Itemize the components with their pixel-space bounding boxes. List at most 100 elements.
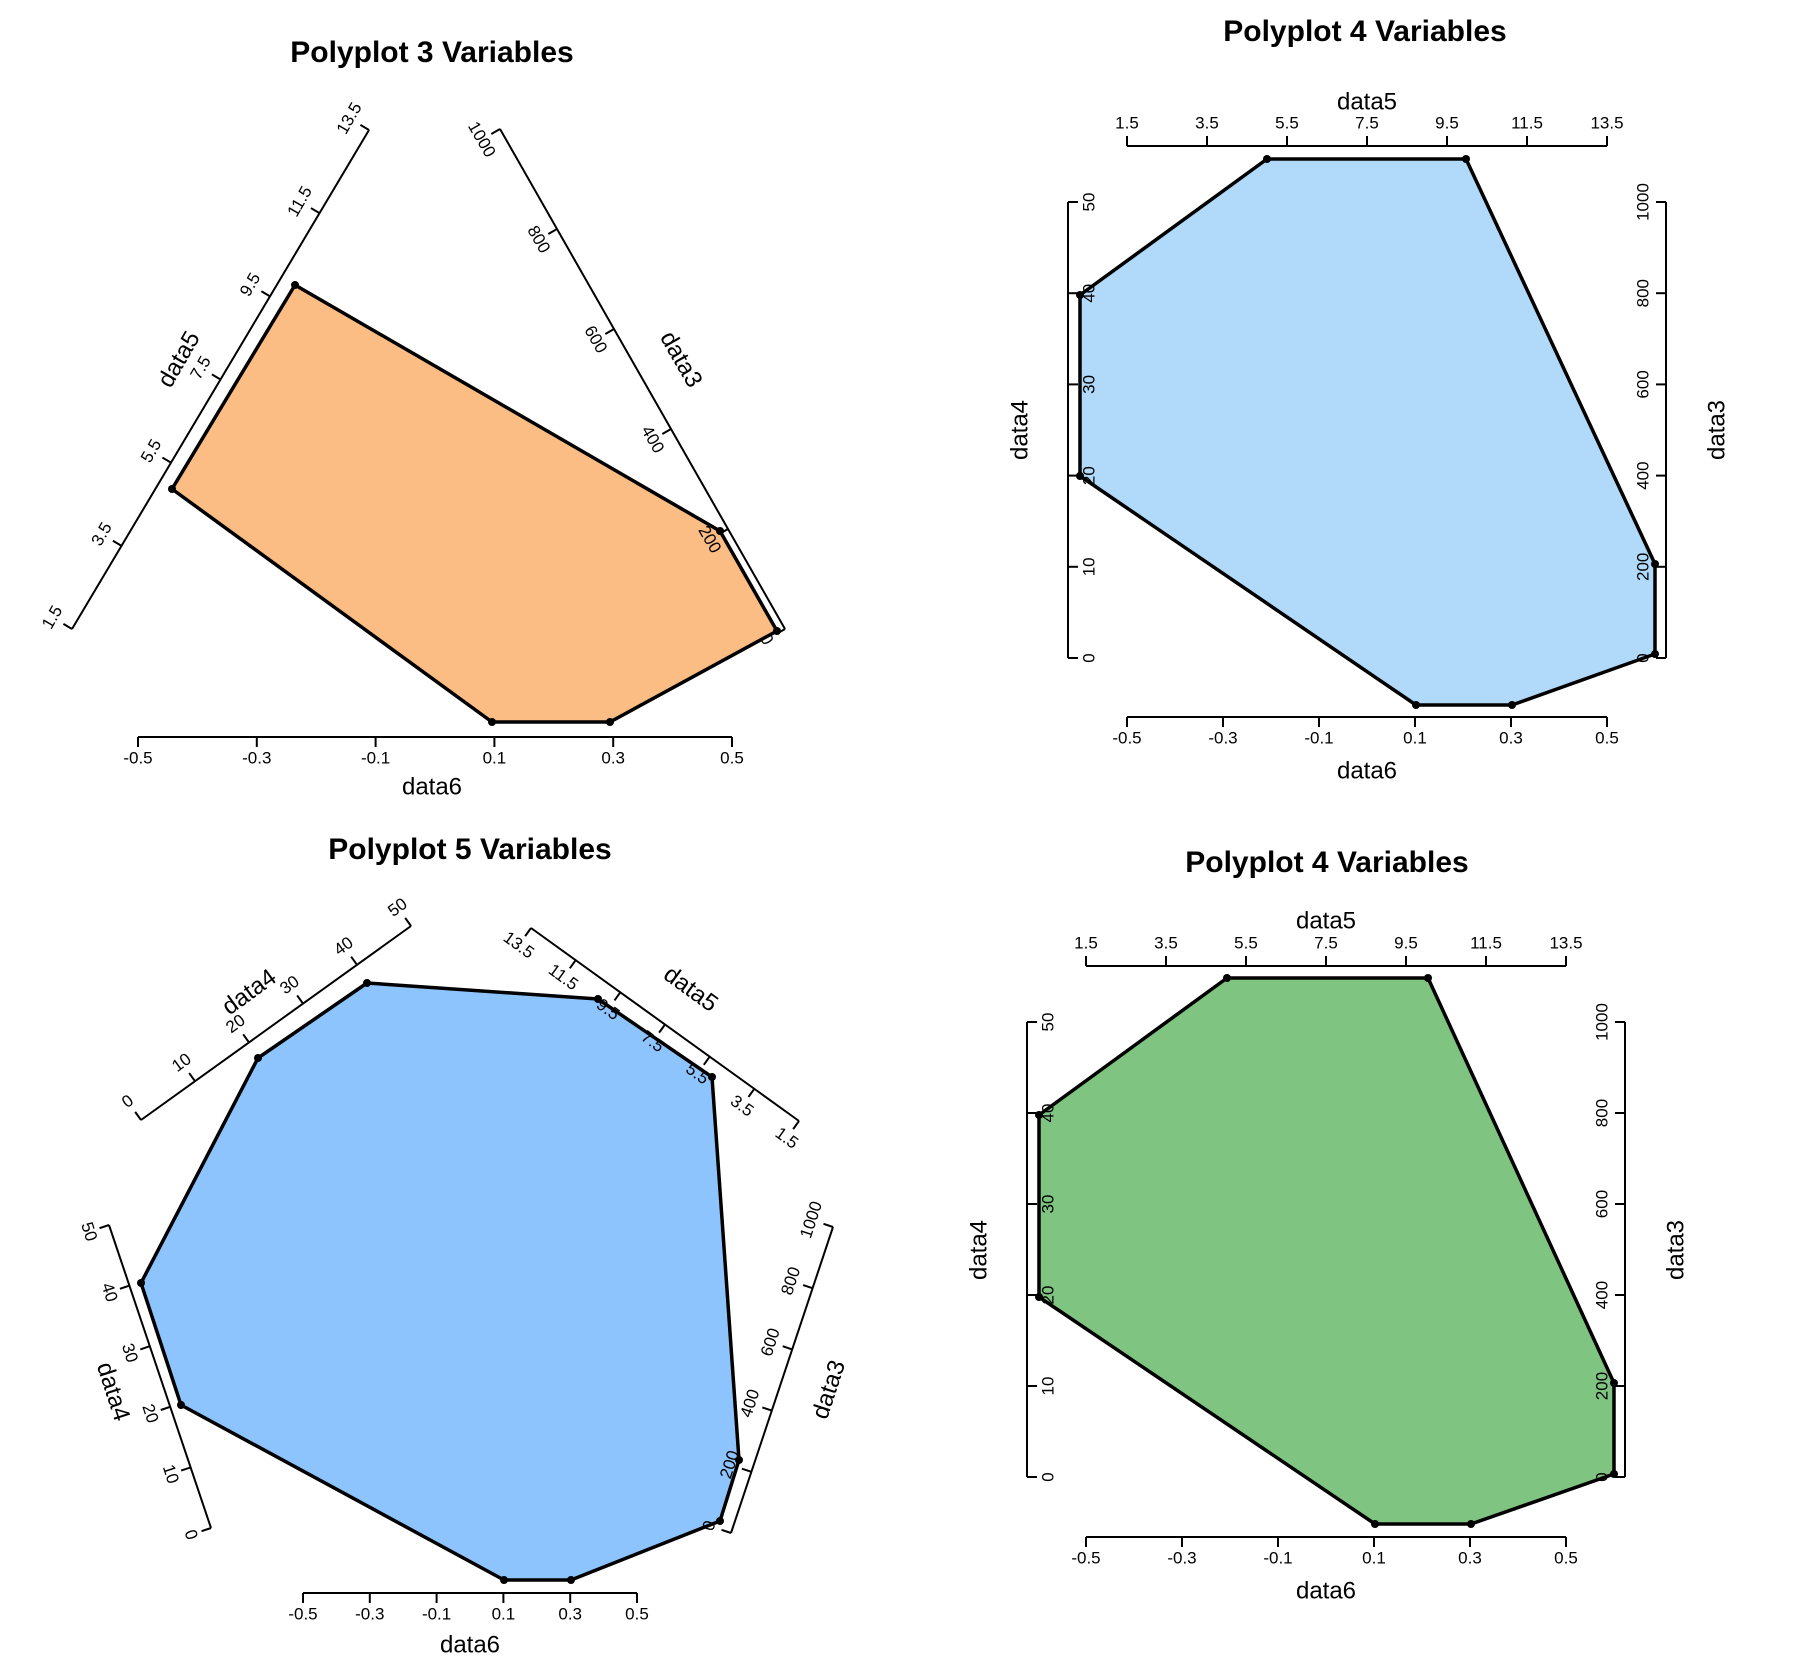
tick-label: 400 [1592, 1281, 1611, 1309]
axis-label: data6 [1296, 1577, 1356, 1604]
axis-tick [296, 994, 304, 1005]
axis-data4: 0 10 20 30 40 50 data4 [1006, 193, 1098, 663]
axis-label: data4 [91, 1359, 135, 1424]
vertex-point [1462, 155, 1470, 163]
tick-label: -0.1 [1304, 728, 1333, 747]
chart-title: Polyplot 5 Variables [328, 833, 611, 866]
polyplot-panel-1: Polyplot 3 Variables -0.5 -0.3 -0.1 0.1 0.3 0.… [38, 36, 786, 800]
chart-title: Polyplot 4 Variables [1185, 846, 1468, 879]
axis-tick [782, 1345, 793, 1351]
axis-tick [490, 128, 501, 135]
axis-label: data5 [1296, 907, 1356, 934]
tick-label: 0 [118, 1091, 137, 1112]
vertex-point [488, 718, 496, 726]
axis-tick [613, 991, 622, 1002]
chart-title: Polyplot 4 Variables [1223, 15, 1506, 48]
tick-label: 20 [138, 1402, 162, 1426]
vertex-point [1508, 701, 1516, 709]
tick-label: 0.5 [625, 1604, 649, 1623]
axis-tick [350, 956, 358, 966]
tick-label: 400 [737, 1387, 764, 1420]
tick-label: 400 [1633, 461, 1652, 489]
axis-tick [260, 290, 271, 298]
polyplot-panel-4: Polyplot 4 Variables -0.5 -0.3 -0.1 0.1 0.3 0.… [965, 846, 1689, 1604]
axis-tick [404, 917, 412, 927]
axis-tick [658, 1023, 666, 1034]
tick-label: 3.5 [1154, 933, 1178, 952]
tick-label: 5.5 [137, 436, 165, 466]
tick-label: 1000 [464, 118, 499, 160]
axis-tick [569, 959, 577, 969]
tick-label: 5.5 [1234, 933, 1258, 952]
vertex-point [137, 1279, 145, 1287]
axis-tick [721, 1528, 732, 1534]
data-polygon [1078, 157, 1657, 707]
tick-label: 800 [1592, 1099, 1611, 1127]
axis-tick [823, 1222, 834, 1228]
tick-label: 40 [330, 933, 356, 959]
axis-tick [62, 623, 73, 630]
axis-tick [792, 1120, 800, 1130]
axis-tick [112, 539, 123, 547]
tick-label: -0.3 [1167, 1548, 1196, 1567]
chart-title: Polyplot 3 Variables [290, 36, 573, 69]
tick-label: 0.3 [1458, 1548, 1482, 1567]
axis-data6: -0.5 -0.3 -0.1 0.1 0.3 0.5 data6 [1071, 1536, 1578, 1604]
axis-tick [747, 1088, 756, 1098]
axis-label: data4 [1006, 400, 1033, 460]
tick-label: 600 [580, 322, 611, 356]
axis-tick [140, 1345, 151, 1351]
axis-tick [310, 207, 321, 215]
tick-label: 11.5 [1511, 113, 1543, 132]
vertex-point [500, 1576, 508, 1584]
axis-label: data5 [1337, 88, 1397, 115]
tick-label: 11.5 [284, 183, 316, 220]
axis-label: data3 [1703, 400, 1730, 460]
tick-label: 50 [384, 894, 410, 920]
axis-tick [180, 1466, 191, 1472]
axis-tick [524, 927, 532, 937]
tick-label: 20 [1079, 466, 1098, 485]
axis-tick [242, 1033, 250, 1043]
vertex-point [1424, 974, 1432, 982]
tick-label: 30 [1038, 1195, 1057, 1214]
axis-label: data3 [654, 327, 707, 393]
tick-label: 7.5 [1314, 933, 1338, 952]
tick-label: 50 [1038, 1013, 1057, 1032]
tick-label: 1.5 [38, 602, 66, 632]
tick-label: 0 [1038, 1472, 1057, 1481]
axis-tick [761, 1406, 773, 1412]
axis-label: data5 [658, 960, 722, 1017]
axis-line [730, 1226, 834, 1534]
tick-label: 0.3 [601, 748, 625, 767]
vertex-point [708, 1073, 716, 1081]
tick-label: 1.5 [772, 1123, 802, 1152]
tick-label: 3.5 [1195, 113, 1219, 132]
axis-tick [161, 456, 172, 464]
tick-label: 0 [1592, 1472, 1611, 1481]
tick-label: 50 [77, 1220, 101, 1244]
tick-label: -0.5 [1071, 1548, 1100, 1567]
tick-label: 0.5 [1554, 1548, 1578, 1567]
vertex-point [291, 281, 299, 289]
axis-tick [661, 428, 672, 435]
axis-data5: 1.5 3.5 5.5 7.5 9.5 11.5 13.5 data5 [1115, 88, 1624, 147]
tick-label: 0.1 [1403, 728, 1427, 747]
tick-label: 600 [1592, 1190, 1611, 1218]
polyplot-panel-3: Polyplot 5 Variables -0.5 -0.3 -0.1 0.1 0.3 0.… [77, 833, 851, 1658]
tick-label: 0.3 [558, 1604, 582, 1623]
tick-label: 600 [757, 1326, 784, 1359]
tick-label: -0.3 [355, 1604, 384, 1623]
data-polygon [1037, 976, 1616, 1526]
axis-data5: 1.5 3.5 5.5 7.5 9.5 11.5 13.5 data5 [1074, 907, 1583, 967]
tick-label: 10 [168, 1049, 194, 1075]
tick-label: -0.1 [1263, 1548, 1292, 1567]
vertex-point [1263, 155, 1271, 163]
vertex-point [1076, 472, 1084, 480]
vertex-point [363, 979, 371, 987]
axis-tick [201, 1527, 212, 1533]
vertex-point [1412, 701, 1420, 709]
axis-data6: -0.5 -0.3 -0.1 0.1 0.3 0.5 data6 [288, 1592, 649, 1658]
tick-label: -0.3 [242, 748, 271, 767]
